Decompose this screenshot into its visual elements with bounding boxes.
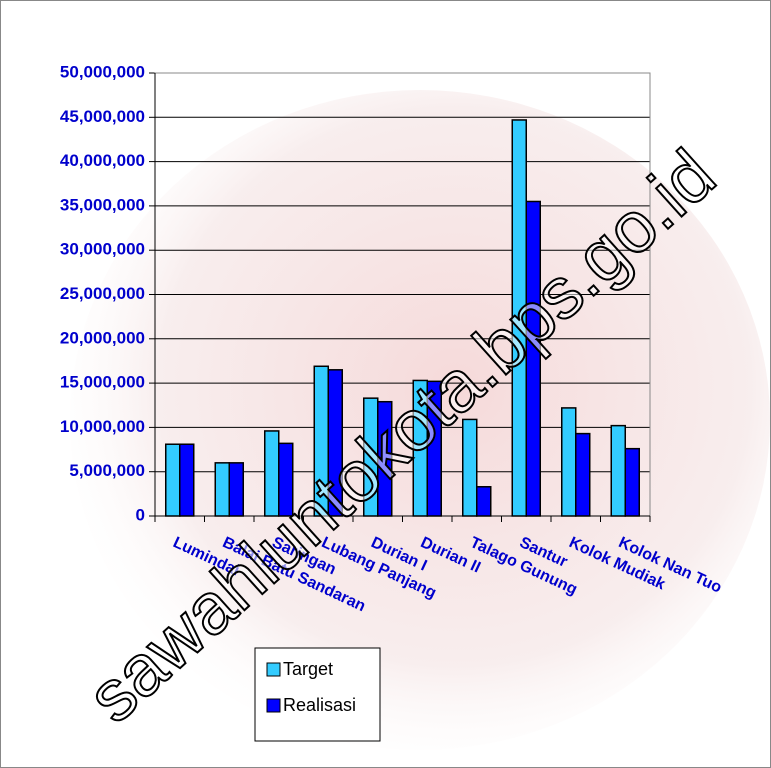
bar — [180, 444, 194, 516]
bar — [166, 444, 180, 516]
y-tick-label: 25,000,000 — [60, 284, 145, 303]
y-tick-label: 0 — [136, 505, 145, 524]
y-tick-label: 30,000,000 — [60, 240, 145, 259]
y-tick-label: 40,000,000 — [60, 151, 145, 170]
legend-label: Realisasi — [283, 695, 356, 715]
legend: Target Realisasi — [255, 648, 380, 741]
y-tick-label: 10,000,000 — [60, 417, 145, 436]
y-tick-label: 45,000,000 — [60, 107, 145, 126]
bar — [477, 487, 491, 516]
y-tick-label: 35,000,000 — [60, 195, 145, 214]
bar — [625, 449, 639, 516]
bar — [215, 463, 229, 516]
chart: 0 5,000,000 10,000,000 15,000,000 20,000,000… — [0, 0, 771, 768]
y-tick-label: 5,000,000 — [69, 461, 145, 480]
y-tick-label: 15,000,000 — [60, 373, 145, 392]
y-tick-label: 50,000,000 — [60, 62, 145, 81]
bar — [562, 408, 576, 516]
legend-swatch — [267, 699, 280, 712]
legend-swatch — [267, 663, 280, 676]
y-tick-label: 20,000,000 — [60, 328, 145, 347]
bar — [463, 419, 477, 516]
bar — [229, 463, 243, 516]
bar — [576, 434, 590, 516]
legend-label: Target — [283, 659, 333, 679]
bar — [611, 426, 625, 516]
